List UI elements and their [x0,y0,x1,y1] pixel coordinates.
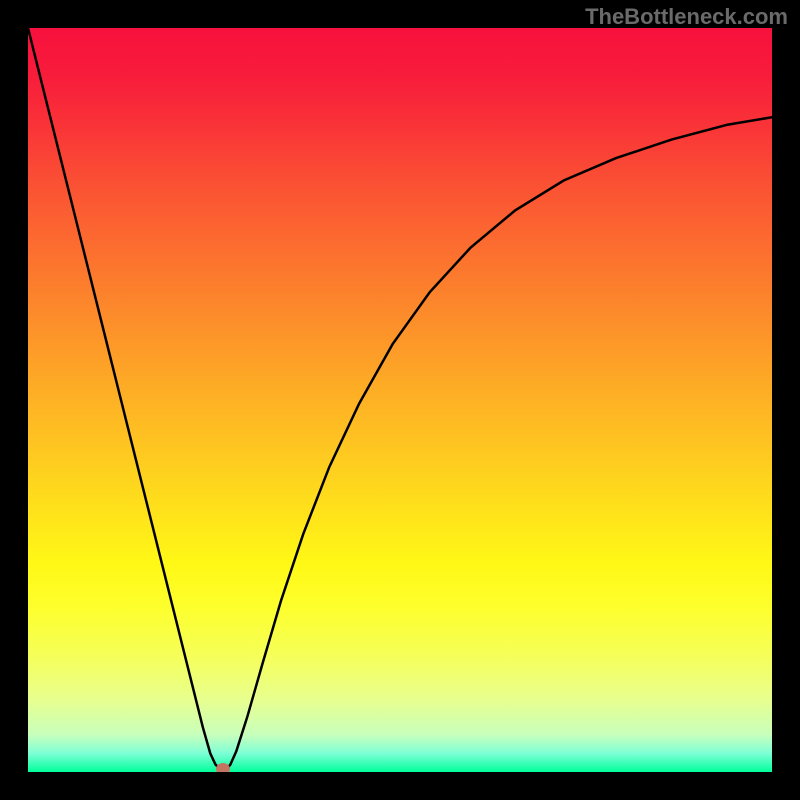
watermark-text: TheBottleneck.com [585,4,788,30]
sweet-spot-marker [216,763,230,772]
bottleneck-curve [28,28,772,772]
plot-area [28,28,772,772]
